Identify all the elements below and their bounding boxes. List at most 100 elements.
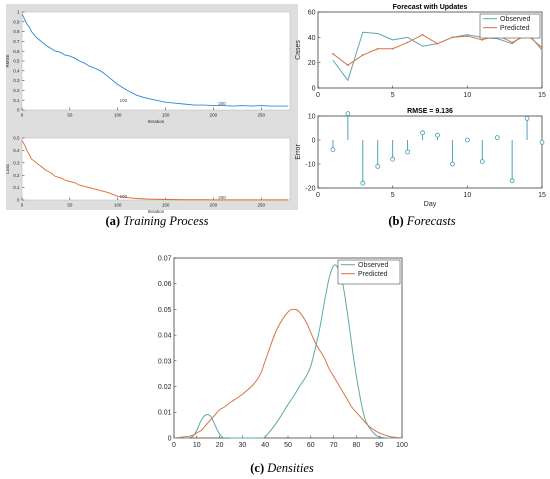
densities-x-tick-label: 90 [375,442,383,449]
rmse_training-x-tick-label: 50 [67,113,73,118]
densities-x-tick-label: 100 [396,442,408,449]
densities-x-tick-label: 0 [172,442,176,449]
error-stem-marker [390,156,396,162]
forecast_error-y-tick-label: -10 [305,161,315,168]
error-stem-marker [539,139,545,145]
error-stem-marker [345,111,351,116]
error-stem-marker [509,178,515,184]
densities-legend-box [337,259,401,285]
forecast-predicted-point [436,42,439,45]
densities-y-tick-label: 0.04 [158,333,172,340]
forecast-y-axis-label: Cases [295,40,302,60]
rmse_training-plot-area [21,11,291,111]
forecast-predicted-point [391,47,394,50]
loss_training-y-tick-label: 0 [17,198,20,203]
rmse_training-y-tick-label: 0.9 [13,19,20,24]
densities-y-tick-label: 0.06 [158,281,172,288]
loss_training-y-tick-label: 0.1 [13,185,20,190]
rmse_training-annotation: 200 [218,101,226,106]
forecast-predicted-point [406,41,409,44]
rmse_training-x-tick-label: 200 [210,113,218,118]
rmse_training-x-tick-label: 0 [21,113,24,118]
error-stem-marker [375,163,381,169]
error-stem-marker [360,180,366,186]
forecast-x-tick-label: 15 [538,92,546,99]
rmse_training-line [21,13,289,107]
loss_training-x-tick-label: 250 [258,203,266,208]
rmse_training-y-tick-label: 1 [17,10,20,15]
loss_training-x-tick-label: 0 [21,203,24,208]
densities-x-tick-label: 40 [261,442,269,449]
forecast_error-x-tick-label: 5 [391,192,395,199]
rmse_training-y-tick-label: 0.6 [13,49,20,54]
loss_training-x-axis-label: Iteration [148,209,165,214]
forecast-x-tick-label: 10 [463,92,471,99]
rmse_training-y-tick-label: 0 [17,108,20,113]
rmse_training-y-tick-label: 0.7 [13,39,20,44]
forecast_error-x-axis-label: Day [424,201,437,208]
loss_training-x-tick-label: 200 [210,203,218,208]
forecast-title: Forecast with Updates [393,4,468,11]
densities-x-tick-label: 10 [193,442,201,449]
error-stem-marker [435,132,440,138]
densities-plot-area [173,257,403,439]
forecast-predicted-point [466,35,469,37]
forecast-legend-label-observed: Observed [500,16,530,23]
densities-x-tick-label: 70 [330,442,338,449]
forecast_error-x-tick-label: 15 [538,192,546,199]
loss_training-plot-area [21,137,291,201]
densities-x-tick-label: 80 [353,442,361,449]
forecast_error-y-tick-label: 0 [312,137,316,144]
densities-legend-label-predicted: Predicted [358,271,388,278]
forecast_error-y-axis-label: Error [295,144,302,160]
forecast_error-title: RMSE = 9.136 [407,108,453,115]
rmse_training-y-tick-label: 0.5 [13,59,20,64]
rmse_training-x-tick-label: 100 [114,113,122,118]
forecast-predicted-point [481,38,484,41]
forecast-legend-box [479,13,541,39]
caption-c: (c) Densities [250,461,314,475]
forecast-predicted-point [451,36,454,39]
forecast-x-tick-label: 0 [316,92,320,99]
error-stem-marker [479,159,485,165]
forecast-predicted-point [361,54,364,56]
loss_training-y-tick-label: 0.5 [13,136,20,141]
rmse_training-y-tick-label: 0.4 [13,68,20,73]
densities-x-tick-label: 30 [239,442,247,449]
rmse_training-x-tick-label: 150 [162,113,170,118]
forecast_error-x-tick-label: 0 [316,192,320,199]
forecast_error-plot-area [317,115,543,189]
rmse_training-x-tick-label: 250 [258,113,266,118]
error-stem-marker [330,147,336,153]
error-stem-marker [524,116,530,121]
density-series-observed [173,264,402,439]
densities-y-tick-label: 0.02 [158,384,172,391]
densities-legend-label-observed: Observed [358,262,388,269]
error-stem-marker [494,135,500,141]
densities-x-tick-label: 20 [216,442,224,449]
loss_training-x-tick-label: 100 [114,203,122,208]
forecast_error-x-tick-label: 10 [463,192,471,199]
loss_training-y-tick-label: 0.4 [13,148,20,153]
forecast-legend-label-predicted: Predicted [500,25,530,32]
forecast-y-tick-label: 40 [308,35,316,42]
loss_training-y-tick-label: 0.3 [13,160,20,165]
densities-y-tick-label: 0.01 [158,410,172,417]
caption-a: (a) Training Process [105,214,209,228]
forecast-predicted-point [332,52,334,55]
rmse_training-y-tick-label: 0.8 [13,29,20,34]
forecast-predicted-point [541,46,543,49]
forecast-y-tick-label: 20 [308,60,316,67]
error-stem-marker [449,161,455,167]
error-stem-marker [420,130,425,136]
rmse_training-y-tick-label: 0.1 [13,98,20,103]
loss_training-x-tick-label: 150 [162,203,170,208]
forecast-predicted-point [376,47,379,50]
loss_training-annotation: 200 [218,195,226,200]
rmse_training-y-axis-label: RMSE [5,54,10,67]
loss_training-annotation: 100 [120,194,128,199]
rmse_training-annotation: 100 [120,98,128,103]
densities-y-tick-label: 0.05 [158,307,172,314]
densities-y-tick-label: 0.03 [158,358,172,365]
